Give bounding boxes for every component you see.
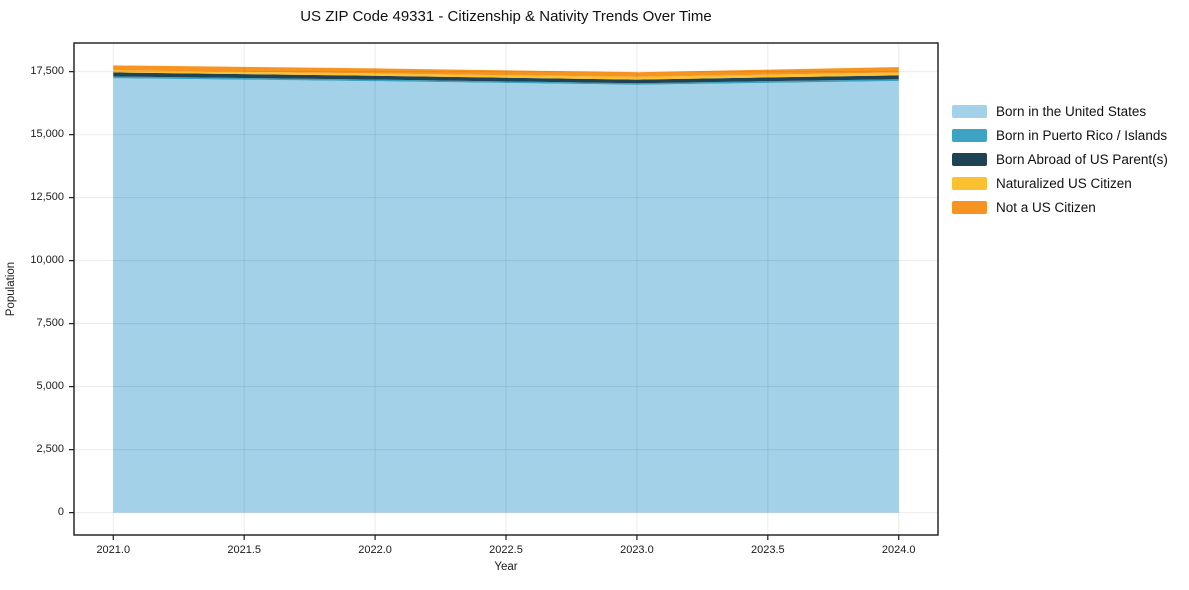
legend-item: Not a US Citizen bbox=[952, 200, 1168, 215]
legend-item: Born in the United States bbox=[952, 104, 1168, 119]
x-tick-label: 2021.0 bbox=[96, 544, 131, 556]
y-tick-label: 12,500 bbox=[30, 191, 64, 204]
y-axis-label: Population bbox=[5, 261, 17, 317]
legend: Born in the United States Born in Puerto… bbox=[952, 104, 1168, 215]
legend-item: Born in Puerto Rico / Islands bbox=[952, 128, 1168, 143]
x-axis-label: Year bbox=[494, 561, 518, 573]
x-tick-label: 2022.5 bbox=[489, 544, 523, 556]
y-tick-label: 2,500 bbox=[36, 443, 64, 456]
y-tick-label: 15,000 bbox=[30, 128, 64, 141]
y-tick-label: 7,500 bbox=[36, 317, 64, 330]
x-tick-label: 2021.5 bbox=[227, 544, 261, 556]
x-tick-label: 2022.0 bbox=[358, 544, 392, 556]
legend-swatch-naturalized bbox=[952, 177, 987, 190]
legend-label: Born in Puerto Rico / Islands bbox=[996, 128, 1168, 143]
legend-item: Born Abroad of US Parent(s) bbox=[952, 152, 1168, 167]
y-tick-label: 17,500 bbox=[30, 65, 64, 78]
chart-title: US ZIP Code 49331 - Citizenship & Nativi… bbox=[300, 8, 712, 25]
area-series bbox=[113, 70, 899, 80]
legend-label: Naturalized US Citizen bbox=[996, 176, 1132, 191]
area-series bbox=[113, 78, 899, 513]
legend-swatch-not-citizen bbox=[952, 201, 987, 214]
legend-swatch-born-abroad bbox=[952, 153, 987, 166]
legend-label: Born Abroad of US Parent(s) bbox=[996, 152, 1168, 167]
legend-item: Naturalized US Citizen bbox=[952, 176, 1168, 191]
y-tick-label: 10,000 bbox=[30, 254, 64, 267]
area-series bbox=[113, 76, 899, 85]
x-tick-label: 2023.5 bbox=[750, 544, 785, 556]
legend-label: Born in the United States bbox=[996, 104, 1147, 119]
legend-swatch-born-puerto-rico bbox=[952, 129, 987, 142]
x-tick-label: 2024.0 bbox=[881, 544, 916, 556]
area-series bbox=[113, 65, 899, 77]
x-tick-label: 2023.0 bbox=[620, 544, 654, 556]
legend-swatch-born-in-us bbox=[952, 105, 987, 118]
legend-label: Not a US Citizen bbox=[996, 200, 1096, 215]
y-tick-label: 0 bbox=[57, 506, 64, 519]
y-tick-label: 5,000 bbox=[36, 380, 64, 393]
area-series bbox=[113, 72, 899, 84]
